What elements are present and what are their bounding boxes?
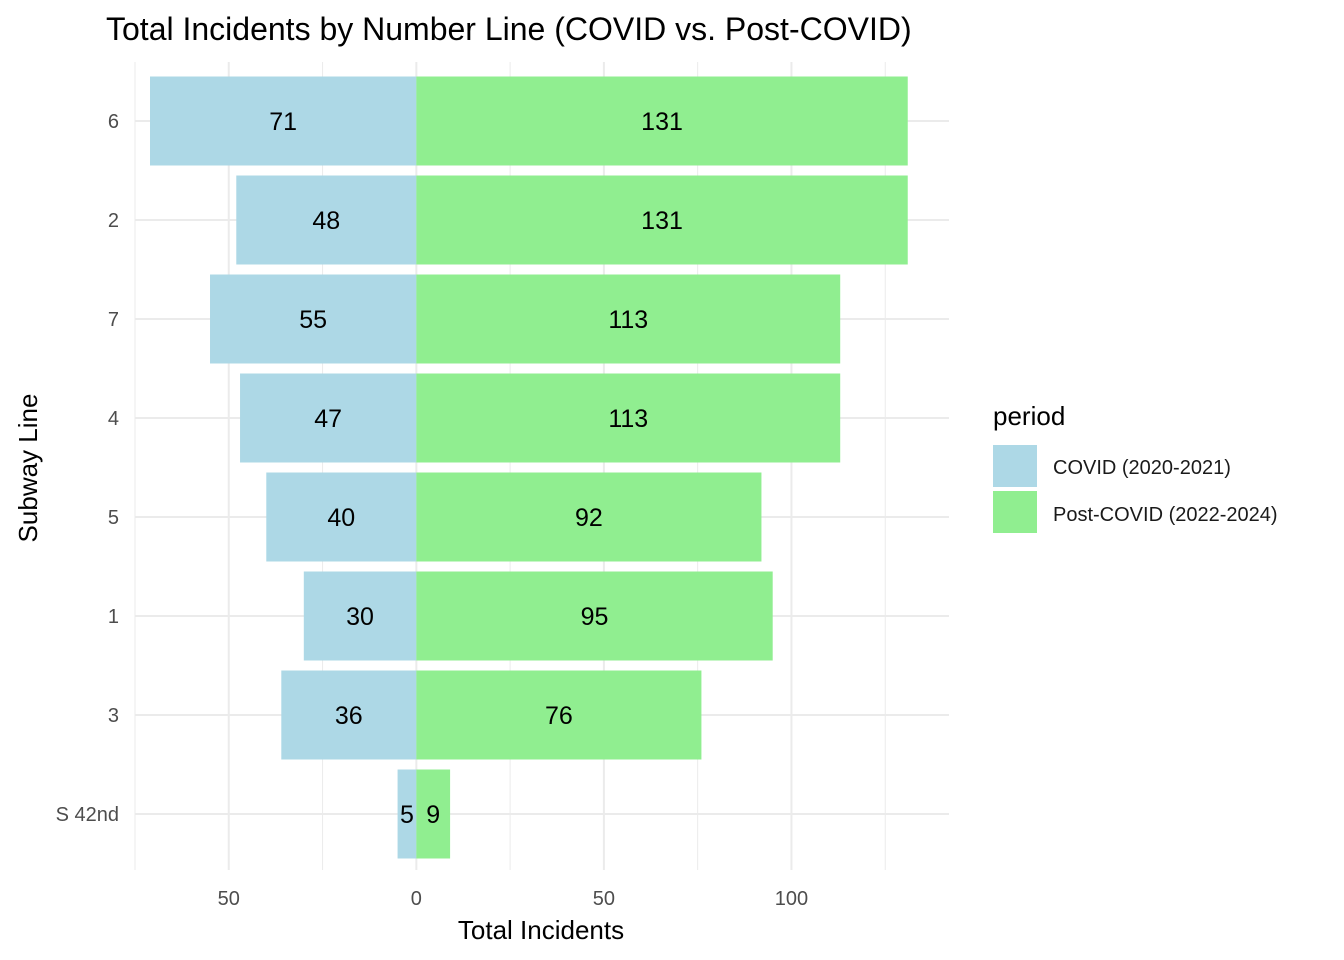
- x-tick-label: 50: [218, 888, 240, 910]
- data-label: 36: [335, 702, 363, 730]
- y-tick-label: 4: [108, 408, 119, 430]
- legend-key-covid: [993, 445, 1037, 487]
- bar: [416, 274, 841, 364]
- bar: [210, 274, 417, 364]
- x-axis-ticks: 50 0 50 100: [218, 888, 808, 910]
- bar: [416, 373, 841, 463]
- data-label: 71: [269, 108, 297, 136]
- data-label: 92: [575, 504, 603, 532]
- data-label: 9: [426, 801, 440, 829]
- bar: [416, 76, 908, 166]
- data-label: 113: [608, 306, 648, 334]
- data-label: 40: [327, 504, 355, 532]
- bar-labels: 71 131 48 131 55 113 47 113 40 92 30 95 36 76 5 9: [269, 108, 683, 829]
- data-label: 55: [299, 306, 327, 334]
- y-axis-ticks: 6 2 7 4 5 1 3 S 42nd: [56, 111, 119, 826]
- legend: period COVID (2020-2021) Post-COVID (202…: [993, 401, 1278, 533]
- legend-label-covid: COVID (2020-2021): [1053, 457, 1231, 479]
- chart-title: Total Incidents by Number Line (COVID vs…: [106, 11, 912, 47]
- data-label: 95: [581, 603, 609, 631]
- bar: [416, 472, 762, 562]
- y-tick-label: 5: [108, 507, 119, 529]
- bar: [416, 571, 773, 661]
- data-label: 113: [608, 405, 648, 433]
- bar: [416, 175, 908, 265]
- bar: [236, 175, 417, 265]
- legend-title: period: [993, 401, 1065, 431]
- y-tick-label: 3: [108, 705, 119, 727]
- data-label: 5: [400, 801, 414, 829]
- bar: [266, 472, 417, 562]
- data-label: 76: [545, 702, 573, 730]
- data-label: 47: [314, 405, 342, 433]
- data-label: 131: [641, 108, 683, 136]
- x-tick-label: 50: [593, 888, 615, 910]
- legend-label-post-covid: Post-COVID (2022-2024): [1053, 504, 1278, 526]
- bar: [416, 769, 451, 859]
- bar: [303, 571, 417, 661]
- bar: [397, 769, 417, 859]
- y-tick-label: 6: [108, 111, 119, 133]
- bars: [150, 76, 908, 859]
- bar: [281, 670, 417, 760]
- data-label: 131: [641, 207, 683, 235]
- legend-key-post-covid: [993, 491, 1037, 533]
- data-label: 48: [312, 207, 340, 235]
- bar: [240, 373, 417, 463]
- data-label: 30: [346, 603, 374, 631]
- bar: [416, 670, 702, 760]
- y-tick-label: S 42nd: [56, 804, 119, 826]
- x-tick-label: 100: [775, 888, 808, 910]
- y-axis-title: Subway Line: [13, 394, 43, 543]
- x-tick-label: 0: [411, 888, 422, 910]
- y-tick-label: 7: [108, 309, 119, 331]
- y-tick-label: 2: [108, 210, 119, 232]
- bar: [150, 76, 417, 166]
- y-tick-label: 1: [108, 606, 119, 628]
- x-axis-title: Total Incidents: [458, 915, 624, 945]
